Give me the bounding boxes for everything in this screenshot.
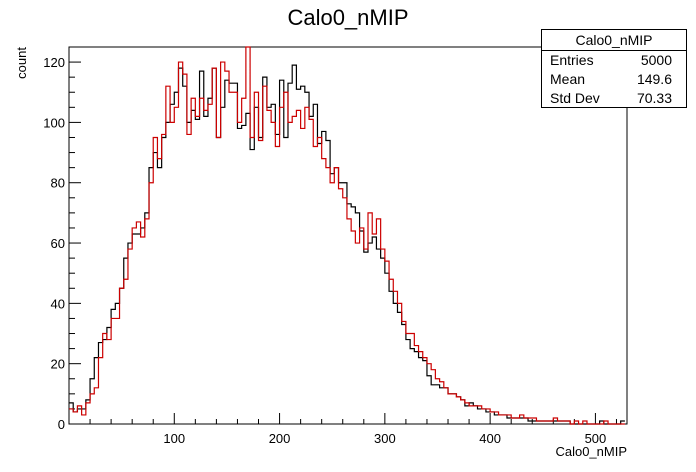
frame [68, 46, 628, 425]
y-tick-label: 100 [43, 115, 65, 130]
y-tick-label: 40 [51, 296, 65, 311]
x-tick-label: 400 [479, 431, 501, 446]
y-tick-label: 120 [43, 55, 65, 70]
stats-mean-label: Mean [550, 71, 586, 87]
stats-row-entries: Entries 5000 [542, 51, 686, 70]
stats-stddev-label: Std Dev [550, 90, 600, 106]
stats-stddev-value: 70.33 [636, 90, 672, 106]
stats-entries-label: Entries [550, 52, 594, 68]
series-layer [69, 46, 625, 425]
stats-row-stddev: Std Dev 70.33 [542, 89, 686, 108]
y-tick-label: 20 [51, 357, 65, 372]
y-tick-label: 0 [58, 417, 65, 432]
x-tick-label: 100 [163, 431, 185, 446]
chart-title: Calo0_nMIP [287, 5, 409, 30]
histogram-series-2 [69, 46, 625, 425]
x-tick-label: 200 [269, 431, 291, 446]
x-axis-label: Calo0_nMIP [555, 444, 627, 459]
x-tick-label: 300 [374, 431, 396, 446]
stats-row-mean: Mean 149.6 [542, 70, 686, 89]
stats-mean-value: 149.6 [636, 71, 672, 87]
stats-title: Calo0_nMIP [542, 30, 686, 51]
y-tick-label: 60 [51, 236, 65, 251]
y-tick-label: 80 [51, 176, 65, 191]
stats-entries-value: 5000 [640, 52, 672, 68]
axes: 100 200 300 400 500 0 20 40 60 80 100 120 [43, 46, 617, 446]
y-axis-label: count [14, 47, 29, 79]
stats-box: Calo0_nMIP Entries 5000 Mean 149.6 Std D… [541, 29, 687, 108]
x-tick-label: 500 [585, 431, 607, 446]
histogram-series-1 [69, 64, 625, 425]
